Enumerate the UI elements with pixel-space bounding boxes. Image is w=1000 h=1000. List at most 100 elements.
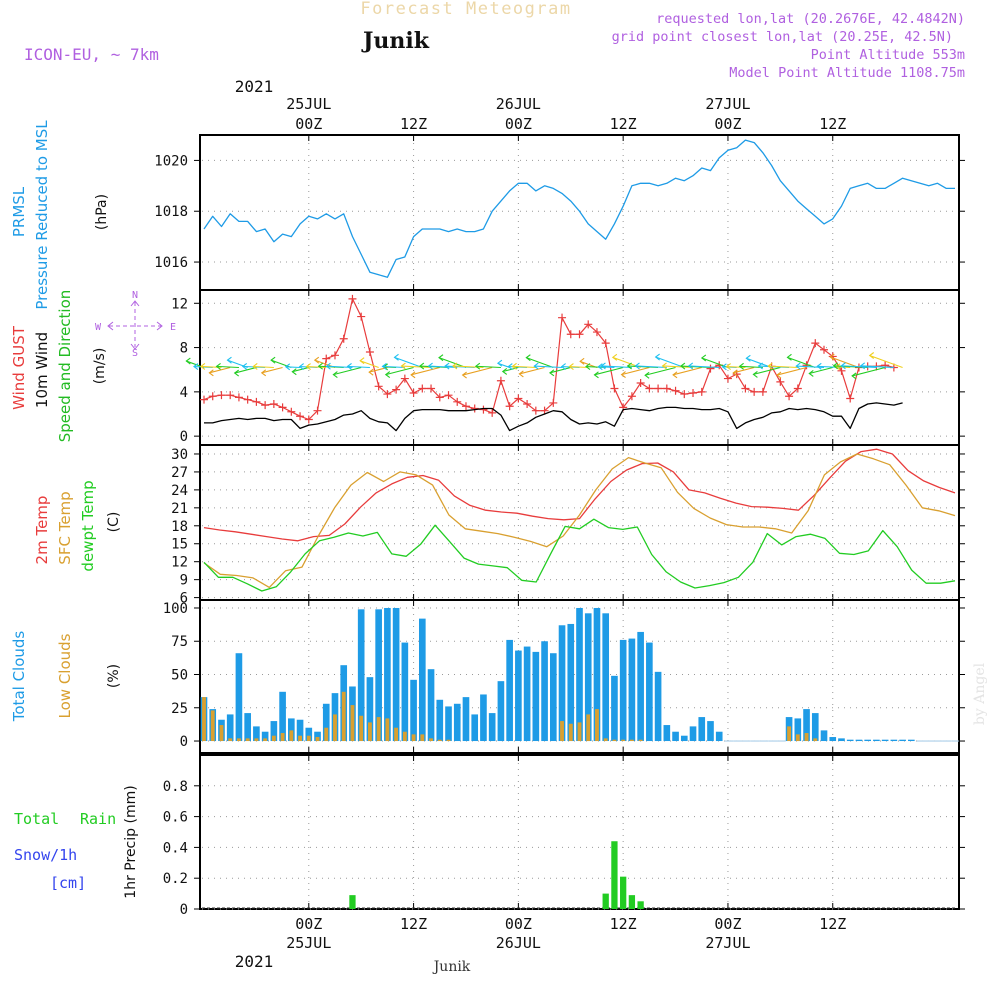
wind-arrow-head [226,356,232,364]
total-clouds-bar [881,739,889,742]
y-tick-label: 0.6 [163,810,188,826]
wind-arrow-head [757,362,763,370]
data-marks [185,139,961,909]
wind-direction-arrow [209,366,231,374]
wind-arrow-head [185,357,191,365]
low-clouds-bar [429,738,433,742]
y-tick-label: 25 [171,701,188,717]
wind-gust-point [662,384,671,393]
wind-gust-point [645,384,654,393]
credit-watermark: by Angel [972,662,988,725]
low-clouds-bar [568,723,573,742]
low-clouds-bar [376,717,381,742]
wind-compass-icon: N S W E [95,290,176,359]
wind-gust-point [741,384,750,393]
wind-direction-arrow [306,365,327,369]
wind-arrow-head [752,370,758,378]
wind-gust-point [470,404,479,413]
station-title: Junik [361,28,430,54]
total-clouds-bar [392,607,400,742]
wind-gust-point [811,339,820,348]
low-clouds-bar [577,722,582,742]
rain-bar [637,901,644,909]
temp-sfc-label: SFC Temp [56,491,74,564]
wind-arrow-head [418,362,425,370]
y-axes: 1016 1018 1020 0 4 8 12 6 9 12 15 18 21 24 27 30 0 25 50 75… [154,153,965,918]
top-date-label: 26JUL [496,95,541,113]
wind-direction-arrow [549,366,571,374]
total-clouds-bar [401,642,409,742]
top-hour-label: 12Z [819,115,846,133]
wind-arrow-head [816,362,822,370]
low-clouds-bar [560,721,564,742]
wind-gust-point [427,384,436,393]
wind-direction-arrow [644,366,676,376]
wind-arrow-head [776,371,782,379]
wind-direction-arrow [333,366,362,376]
wind-gust-point [348,294,357,303]
wind-direction-arrow [776,366,807,376]
dewpoint-line [203,518,956,592]
total-clouds-bar [418,618,426,742]
y-tick-label: 21 [171,501,188,517]
top-year-label: 2021 [235,77,274,96]
low-clouds-bar [402,731,407,742]
wind-arrow-head [745,354,751,362]
bottom-date-label: 25JUL [286,934,331,952]
wind-direction-arrow [394,356,423,369]
wind-gust-point [505,402,514,411]
total-clouds-bar [357,609,365,742]
wind-direction-arrow [635,365,667,369]
total-clouds-bar [445,706,452,742]
total-clouds-bar [680,735,688,742]
low-clouds-bar [245,738,250,742]
y-tick-label: 9 [180,573,188,589]
precip-total-label: Total [14,810,59,828]
total-clouds-bar [314,731,321,742]
wind-gust-point [636,379,645,387]
wind-gust-point [820,345,829,354]
total-clouds-bar [253,726,260,742]
low-clouds-bar [804,733,809,742]
wind-direction-arrow [359,360,379,369]
wind-direction-arrow [385,366,414,376]
low-clouds-bar [612,739,617,742]
y-tick-label: 27 [171,465,188,481]
total-clouds-label: Total Clouds [10,631,28,723]
wind-gust-point [261,401,270,410]
wind-gust-point [234,393,243,402]
wind-direction-arrow [475,365,501,369]
wind-direction-arrow [594,366,624,376]
y-tick-label: 4 [180,385,188,401]
wind-gust-point [435,393,444,402]
wind-direction-arrow [753,366,781,375]
compass-south: S [132,348,138,359]
wind-arrow-head [381,362,387,370]
wind-arrow-head [305,363,311,370]
pressure-unit-label: (hPa) [94,194,110,230]
bottom-hour-label: 00Z [505,915,532,933]
wind-gust-point [601,339,610,348]
precip-snow-label: Snow/1h [14,846,77,864]
wind-direction-arrow [662,365,694,369]
precip-labels: Total Rain Snow/1h [cm] 1hr Precip (mm) [14,785,139,898]
wind-arrow-head [585,363,591,370]
temp-unit-label: (C) [106,512,122,533]
wind-arrow-head [835,363,841,371]
watermark-title: Forecast Meteogram [360,0,571,19]
wind-direction-arrow [261,366,283,374]
y-tick-label: 0.2 [163,871,188,887]
wind-gust-point [208,392,217,401]
low-clouds-bar [202,697,206,742]
wind-arrow-head [767,362,773,370]
wind-gust-point [269,400,278,409]
total-clouds-bar [235,653,243,742]
wind-arrow-head [654,353,660,361]
wind-arrow-head [438,354,444,362]
total-clouds-bar [523,646,531,742]
wind-arrow-head [661,362,667,370]
wind-arrow-head [444,362,450,370]
wind-arrow-head [859,362,866,370]
y-tick-label: 0 [180,429,188,445]
